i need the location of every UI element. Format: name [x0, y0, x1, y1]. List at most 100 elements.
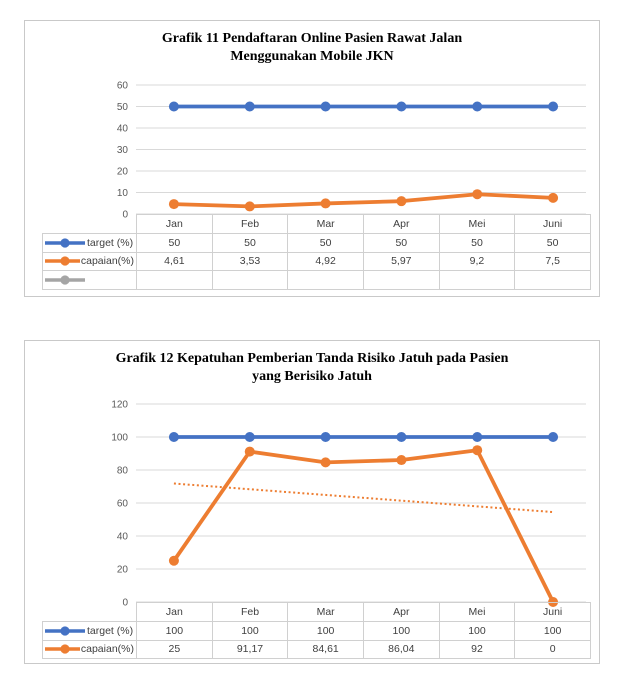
marker-target-feb	[244, 101, 255, 112]
month-header-feb: Feb	[211, 214, 289, 234]
value-cell-target-mar: 50	[287, 233, 364, 253]
value-cell-target-juni: 50	[514, 233, 591, 253]
legend-swatch-icon	[45, 238, 85, 248]
y-axis-tick-label: 40	[117, 124, 129, 135]
legend-dot	[60, 644, 70, 654]
legend-key-target: target (%)	[44, 625, 134, 637]
legend-label: capaian(%)	[80, 255, 134, 268]
marker-target-jan	[168, 432, 179, 442]
legend-dot	[60, 275, 70, 285]
trendline-capaian	[173, 482, 554, 514]
series-row-capaian: capaian(%) 4,61 3,53 4,92 5,97 9,2 7,5	[42, 251, 591, 271]
legend-label: target (%)	[87, 624, 134, 637]
value-cell-capaian-feb: 3,53	[211, 251, 289, 271]
chart-title-line1: Grafik 11 Pendaftaran Online Pasien Rawa…	[161, 31, 463, 46]
legend-key-target: target (%)	[44, 237, 134, 249]
value-cell-target-jan: 100	[136, 621, 213, 641]
chart-title-line2: Menggunakan Mobile JKN	[230, 49, 394, 64]
marker-capaian-apr	[396, 196, 407, 207]
value-cell-empty-mar	[287, 270, 364, 290]
legend-swatch-icon	[45, 626, 85, 636]
chart-title-line1: Grafik 12 Kepatuhan Pemberian Tanda Risi…	[115, 351, 509, 366]
month-header-apr: Apr	[362, 602, 440, 622]
value-cell-target-mei: 100	[438, 621, 516, 641]
month-header-jan: Jan	[136, 214, 213, 234]
marker-capaian-feb	[244, 201, 255, 212]
chart-title-grafik-12: Grafik 12 Kepatuhan Pemberian Tanda Risi…	[25, 350, 599, 386]
legend-swatch-icon	[45, 644, 80, 654]
value-cell-capaian-juni: 0	[514, 639, 591, 659]
value-cell-target-feb: 50	[211, 233, 289, 253]
y-axis-tick-label: 120	[111, 400, 128, 411]
marker-capaian-juni	[548, 192, 559, 203]
legend-key-empty	[44, 274, 134, 286]
month-header-juni: Juni	[514, 602, 591, 622]
series-line-capaian	[172, 192, 555, 209]
value-cell-target-apr: 100	[362, 621, 440, 641]
legend-dot	[60, 626, 70, 636]
value-cell-capaian-juni: 7,5	[514, 251, 591, 271]
marker-target-mar	[320, 432, 331, 442]
legend-key-capaian: capaian(%)	[44, 255, 134, 267]
value-cell-empty-apr	[362, 270, 440, 290]
marker-target-mar	[320, 101, 331, 112]
legend-swatch-icon	[45, 256, 80, 266]
marker-target-feb	[244, 432, 255, 442]
month-header-row: Jan Feb Mar Apr Mei Juni	[43, 214, 591, 234]
month-header-apr: Apr	[362, 214, 440, 234]
y-axis-tick-label: 80	[117, 466, 129, 477]
value-cell-capaian-mei: 92	[438, 639, 516, 659]
y-axis-tick-label: 20	[117, 565, 129, 576]
plot-area-grafik-11: 0 10 20 30 40 50 60	[117, 81, 586, 221]
marker-capaian-feb	[244, 446, 255, 457]
legend-cell-target: target (%)	[42, 233, 137, 253]
month-header-mei: Mei	[438, 214, 516, 234]
blank-corner-cell	[43, 603, 137, 622]
marker-target-mei	[472, 101, 483, 112]
y-axis-tick-label: 60	[117, 499, 129, 510]
value-cell-capaian-feb: 91,17	[211, 639, 289, 659]
marker-capaian-apr	[396, 455, 407, 466]
marker-target-apr	[396, 432, 407, 442]
chart-grafik-12: Grafik 12 Kepatuhan Pemberian Tanda Risi…	[24, 340, 600, 664]
value-cell-target-jan: 50	[136, 233, 213, 253]
marker-capaian-mar	[320, 198, 331, 209]
marker-target-jan	[168, 101, 179, 112]
month-header-mar: Mar	[287, 214, 364, 234]
value-cell-capaian-apr: 86,04	[362, 639, 440, 659]
month-header-feb: Feb	[211, 602, 289, 622]
month-header-mei: Mei	[438, 602, 516, 622]
value-cell-empty-feb	[211, 270, 289, 290]
marker-target-apr	[396, 101, 407, 112]
legend-dot	[60, 256, 70, 266]
chart-grafik-11: Grafik 11 Pendaftaran Online Pasien Rawa…	[24, 20, 600, 297]
y-axis-tick-label: 100	[111, 433, 128, 444]
marker-capaian-jan	[168, 199, 179, 210]
value-cell-target-juni: 100	[514, 621, 591, 641]
y-axis-tick-label: 10	[117, 188, 129, 199]
value-cell-target-mar: 100	[287, 621, 364, 641]
series-row-target: target (%) 50 50 50 50 50 50	[42, 233, 591, 253]
data-table-grafik-11: Jan Feb Mar Apr Mei Juni target (%) 50 50 50 50 50 5…	[42, 214, 591, 290]
value-cell-capaian-jan: 4,61	[136, 251, 213, 271]
series-row-target: target (%) 100 100 100 100 100 100	[42, 621, 591, 641]
legend-cell-capaian: capaian(%)	[42, 251, 137, 271]
blank-corner-cell	[43, 215, 137, 234]
y-axis-tick-label: 60	[117, 81, 129, 92]
marker-capaian-mar	[320, 457, 331, 468]
marker-target-juni	[548, 432, 559, 442]
y-axis-tick-label: 0	[122, 598, 128, 609]
value-cell-capaian-jan: 25	[136, 639, 213, 659]
value-cell-empty-jan	[136, 270, 213, 290]
value-cell-capaian-mei: 9,2	[438, 251, 516, 271]
value-cell-empty-juni	[514, 270, 591, 290]
marker-capaian-mei	[472, 189, 483, 200]
legend-label: target (%)	[87, 236, 134, 249]
value-cell-target-mei: 50	[438, 233, 516, 253]
legend-dot	[60, 238, 70, 248]
marker-capaian-jan	[168, 555, 179, 566]
value-cell-capaian-mar: 4,92	[287, 251, 364, 271]
marker-target-juni	[548, 101, 559, 112]
legend-swatch-icon	[45, 275, 85, 285]
